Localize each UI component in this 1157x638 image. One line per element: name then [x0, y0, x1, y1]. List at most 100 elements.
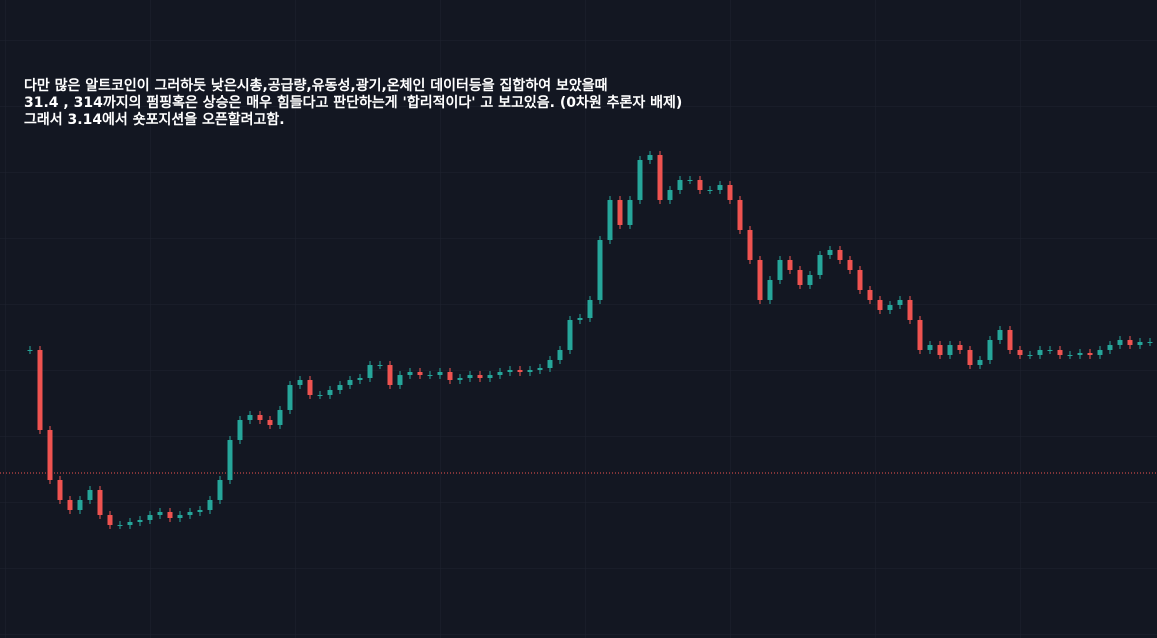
- candle-body: [667, 190, 673, 200]
- candle-body: [777, 260, 783, 280]
- candle-body: [467, 375, 473, 378]
- candle-body: [597, 240, 603, 300]
- candle-body: [697, 180, 703, 190]
- candle-body: [627, 200, 633, 225]
- candle-body: [197, 510, 203, 512]
- candle-body: [1107, 345, 1113, 350]
- candle-body: [907, 300, 913, 320]
- candle-body: [207, 500, 213, 510]
- candle-body: [1037, 350, 1043, 355]
- candle-body: [227, 440, 233, 480]
- annotation-line: 그래서 3.14에서 숏포지션을 오픈할려고함.: [24, 112, 285, 128]
- candle-body: [137, 520, 143, 522]
- candle-body: [267, 420, 273, 425]
- candle-body: [357, 378, 363, 380]
- candle-body: [97, 490, 103, 515]
- candle-body: [1127, 340, 1133, 345]
- candle-body: [687, 180, 693, 181]
- annotation-line: 다만 많은 알트코인이 그러하듯 낮은시총,공급량,유동성,광기,온체인 데이터…: [24, 78, 608, 94]
- candle-body: [537, 368, 543, 370]
- candle-body: [377, 365, 383, 366]
- candle-body: [1007, 330, 1013, 350]
- candle-body: [147, 515, 153, 520]
- candle-body: [927, 345, 933, 350]
- candle-body: [27, 350, 33, 351]
- candle-body: [77, 500, 83, 510]
- candle-body: [717, 185, 723, 190]
- candle-body: [1117, 340, 1123, 345]
- candle-body: [917, 320, 923, 350]
- candle-body: [967, 350, 973, 365]
- candle-body: [297, 380, 303, 385]
- candle-body: [157, 512, 163, 515]
- candle-body: [487, 375, 493, 378]
- candle-body: [887, 305, 893, 310]
- candle-body: [527, 370, 533, 372]
- candle-body: [897, 300, 903, 305]
- candle-body: [707, 190, 713, 191]
- candle-body: [237, 420, 243, 440]
- candle-body: [427, 375, 433, 376]
- candle-body: [1017, 350, 1023, 355]
- candle-body: [457, 378, 463, 380]
- candle-body: [37, 350, 43, 430]
- candle-body: [857, 270, 863, 290]
- candle-body: [307, 380, 313, 395]
- candle-body: [737, 200, 743, 230]
- candle-body: [807, 275, 813, 285]
- candle-body: [647, 155, 653, 160]
- candle-body: [957, 345, 963, 350]
- candle-body: [1077, 353, 1083, 355]
- candle-body: [837, 250, 843, 260]
- candle-body: [1047, 350, 1053, 351]
- candle-body: [507, 370, 513, 372]
- candle-body: [327, 390, 333, 395]
- candle-body: [817, 255, 823, 275]
- candle-body: [847, 260, 853, 270]
- candle-body: [217, 480, 223, 500]
- candle-body: [677, 180, 683, 190]
- candle-body: [1057, 350, 1063, 355]
- candle-body: [1097, 350, 1103, 355]
- candle-body: [107, 515, 113, 525]
- candle-body: [407, 372, 413, 375]
- annotation: 다만 많은 알트코인이 그러하듯 낮은시총,공급량,유동성,광기,온체인 데이터…: [24, 78, 682, 129]
- candle-body: [787, 260, 793, 270]
- candle-body: [437, 372, 443, 375]
- candle-body: [997, 330, 1003, 340]
- candle-body: [447, 372, 453, 380]
- candle-body: [877, 300, 883, 310]
- candle-body: [367, 365, 373, 378]
- candle-body: [867, 290, 873, 300]
- candle-body: [87, 490, 93, 500]
- candle-body: [127, 522, 133, 525]
- candle-body: [337, 385, 343, 390]
- candle-body: [567, 320, 573, 350]
- candle-body: [757, 260, 763, 300]
- candle-body: [347, 380, 353, 385]
- candle-body: [1067, 355, 1073, 356]
- candle-body: [727, 185, 733, 200]
- candle-body: [417, 372, 423, 375]
- candle-body: [497, 372, 503, 375]
- candle-body: [517, 370, 523, 372]
- candle-body: [277, 410, 283, 425]
- candle-body: [117, 525, 123, 526]
- candle-body: [257, 415, 263, 420]
- candle-body: [937, 345, 943, 355]
- candle-body: [1147, 342, 1153, 343]
- candle-body: [947, 345, 953, 355]
- candle-body: [617, 200, 623, 225]
- candle-body: [187, 512, 193, 515]
- candle-body: [657, 155, 663, 200]
- candle-body: [287, 385, 293, 410]
- candle-body: [747, 230, 753, 260]
- candle-body: [977, 360, 983, 365]
- candle-body: [767, 280, 773, 300]
- candle-body: [167, 512, 173, 518]
- candle-body: [827, 250, 833, 255]
- candle-body: [797, 270, 803, 285]
- candle-body: [1137, 342, 1143, 345]
